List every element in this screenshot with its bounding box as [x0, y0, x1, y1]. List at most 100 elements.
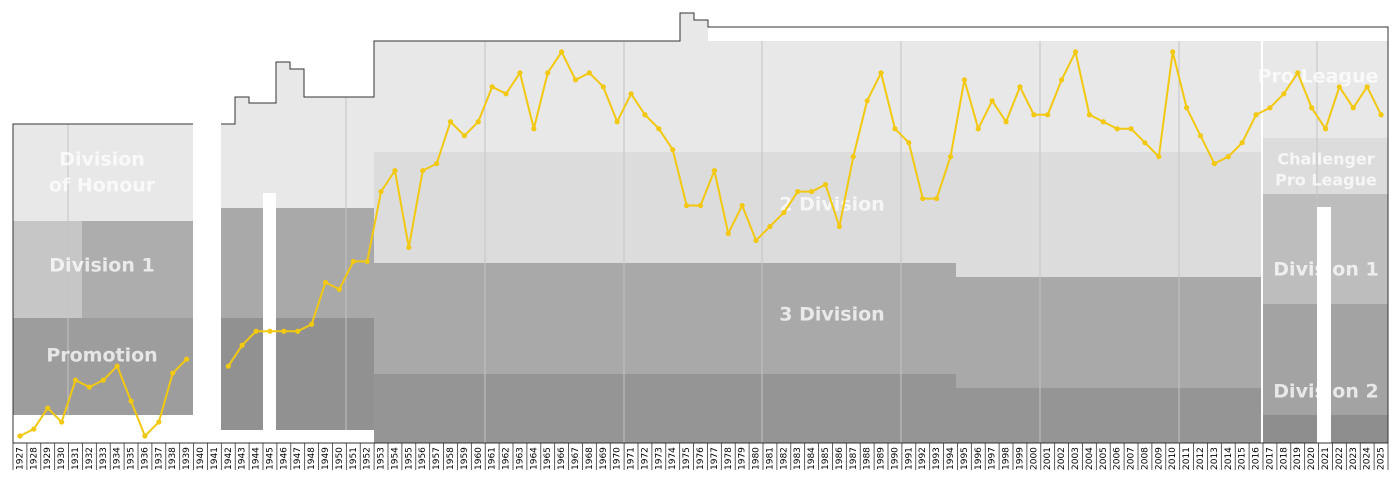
x-tick-label: 1962 [502, 447, 512, 470]
tier-label: Division 1 [1273, 259, 1378, 281]
point [1170, 49, 1176, 55]
x-tick-label: 2000 [1029, 447, 1039, 470]
x-tick-label: 1969 [599, 447, 609, 470]
point [947, 154, 954, 160]
point [725, 230, 731, 237]
tier-label: of Honour [49, 175, 156, 197]
point [1142, 140, 1148, 146]
x-tick-label: 1980 [752, 447, 762, 470]
x-tick-label: 1998 [1002, 447, 1012, 470]
point [1364, 84, 1370, 90]
point [1072, 49, 1079, 55]
point [156, 419, 162, 425]
point [336, 286, 342, 292]
x-tick-label: 1997 [988, 447, 998, 470]
point [489, 84, 495, 90]
point [1239, 140, 1245, 146]
point [184, 356, 190, 362]
x-tick-label: 1956 [418, 447, 428, 470]
x-tick-label: 2020 [1307, 447, 1317, 470]
point [72, 377, 79, 383]
tier-labels: Division of Honour Division 1 Promotion … [46, 66, 1378, 403]
x-tick-label: 1964 [529, 447, 539, 470]
x-tick-label: 1934 [113, 447, 123, 470]
point [239, 342, 245, 348]
x-tick-label: 2001 [1043, 447, 1053, 470]
point [1378, 112, 1384, 118]
x-tick-label: 1965 [543, 447, 553, 470]
point [322, 279, 329, 285]
tier-label: 3 Division [779, 304, 884, 326]
point [434, 161, 440, 167]
point [45, 405, 51, 411]
point [392, 168, 398, 174]
x-tick-label: 1966 [557, 447, 567, 470]
x-tick-label: 1930 [57, 447, 67, 470]
point [406, 244, 412, 251]
x-tick-label: 1995 [960, 447, 970, 470]
x-tick-label: 1994 [946, 447, 956, 470]
x-tick-label: 2016 [1252, 447, 1262, 470]
point [1045, 112, 1051, 118]
x-tick-label: 1977 [710, 447, 720, 470]
point [475, 119, 481, 125]
point [1031, 112, 1037, 118]
point [642, 112, 648, 118]
tier-label: Challenger [1277, 150, 1374, 169]
x-tick-label: 2017 [1265, 447, 1275, 470]
point [295, 328, 301, 334]
point [267, 328, 273, 334]
x-tick-label: 1989 [877, 447, 887, 470]
x-tick-label: 2002 [1057, 447, 1067, 470]
x-tick-label: 1928 [29, 447, 39, 470]
point [281, 328, 287, 334]
x-tick-label: 1946 [279, 447, 289, 470]
point [1336, 84, 1342, 90]
x-tick-label: 1982 [779, 447, 789, 470]
x-tick-label: 1951 [349, 447, 359, 470]
x-tick-label: 1975 [682, 447, 692, 470]
x-tick-label: 2007 [1127, 447, 1137, 470]
point [614, 119, 620, 125]
point [684, 202, 690, 209]
point [1003, 119, 1009, 125]
point [364, 258, 370, 265]
x-tick-label: 1939 [182, 447, 192, 470]
x-tick-label: 1985 [821, 447, 831, 470]
point [420, 168, 426, 174]
x-tick-label: 1986 [835, 447, 845, 470]
point [892, 126, 898, 132]
x-tick-label: 1992 [918, 447, 928, 470]
point [767, 223, 773, 230]
x-tick-label: 1942 [224, 447, 234, 470]
x-tick-label: 1950 [335, 447, 345, 470]
point [572, 77, 579, 83]
tier-backgrounds [13, 13, 1388, 443]
point [1197, 133, 1204, 139]
point [822, 181, 829, 188]
point [128, 398, 134, 404]
point [1225, 154, 1231, 160]
x-tick-label: 2023 [1349, 447, 1359, 470]
point [225, 363, 231, 369]
x-tick-label: 1996 [974, 447, 984, 470]
x-tick-label: 1974 [668, 447, 678, 470]
point [86, 384, 92, 390]
point [461, 133, 467, 139]
point [517, 70, 523, 76]
x-tick-label: 2008 [1140, 447, 1150, 470]
x-tick-label: 1929 [43, 447, 53, 470]
point [531, 126, 537, 132]
point [1322, 126, 1329, 132]
x-tick-label: 1933 [99, 447, 109, 470]
x-tick-label: 1990 [890, 447, 900, 470]
tier-label: Division 2 [1273, 381, 1378, 403]
x-tick-label: 1991 [904, 447, 914, 470]
x-tick-label: 2014 [1224, 447, 1234, 470]
point [59, 419, 65, 425]
x-tick-label: 2010 [1168, 447, 1178, 470]
x-tick-label: 2024 [1363, 447, 1373, 470]
x-tick-label: 1970 [613, 447, 623, 470]
x-tick-label: 1927 [15, 447, 25, 470]
point [850, 154, 856, 160]
